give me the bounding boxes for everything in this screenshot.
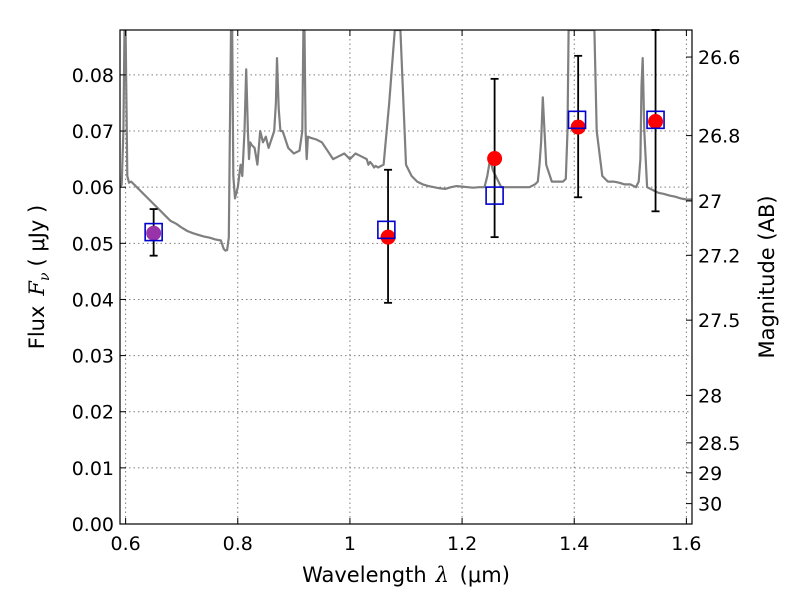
y-tick-label: 0.02 <box>72 402 114 424</box>
y-tick-label: 0.07 <box>72 121 114 143</box>
model-photometry-square <box>144 222 163 242</box>
x-axis-symbol: λ <box>435 563 449 587</box>
observed-point <box>380 229 396 245</box>
y-tick-label: 0.05 <box>72 233 114 255</box>
x-axis-unit: μm <box>468 563 502 587</box>
model-photometry-square <box>567 110 587 130</box>
y-tick-label: 0.06 <box>72 177 114 199</box>
y-axis-subscript: ν <box>37 272 53 281</box>
observed-point <box>648 114 664 130</box>
y-tick-label: 0.03 <box>72 346 114 368</box>
y2-tick-label: 26.6 <box>698 47 740 69</box>
y2-tick-label: 27 <box>698 191 722 213</box>
model-photometry-square <box>646 110 665 130</box>
plot-area <box>120 29 692 304</box>
x-tick-label: 0.8 <box>223 533 253 555</box>
y-tick-label: 0.01 <box>72 458 114 480</box>
axes: 0.6 0.8 1 1.2 1.4 1.6 0.00 0.01 0.02 0.03 0.04 0.05… <box>72 30 740 555</box>
y-axis-symbol: F <box>25 280 49 297</box>
y2-tick-label: 30 <box>698 494 722 516</box>
x-axis-label: Wavelength λ (μm) <box>302 563 510 587</box>
y-tick-label: 0.00 <box>72 514 114 536</box>
y-axis-label-text: Flux <box>25 306 49 350</box>
y2-axis-label: Magnitude (AB) <box>755 195 779 358</box>
model-spectrum-line <box>120 30 692 252</box>
x-axis-label-text: Wavelength <box>302 563 427 587</box>
y2-tick-label: 26.8 <box>698 126 740 148</box>
y-tick-label: 0.04 <box>72 289 114 311</box>
y2-tick-label: 27.2 <box>698 245 740 267</box>
observed-point <box>487 151 503 167</box>
model-photometry-square <box>377 220 396 240</box>
x-tick-label: 1.4 <box>559 533 589 555</box>
y-axis-label: FluxFν( μJy ) <box>25 205 53 349</box>
grid <box>120 30 692 525</box>
model-photometry-square <box>485 186 504 205</box>
y-tick-label: 0.08 <box>72 65 114 87</box>
x-tick-label: 1.6 <box>671 533 701 555</box>
y2-tick-label: 28.5 <box>698 433 740 455</box>
observed-point <box>570 119 586 135</box>
x-tick-label: 1.2 <box>447 533 477 555</box>
x-tick-label: 1 <box>344 533 356 555</box>
y2-tick-label: 28 <box>698 385 722 407</box>
plot-frame <box>119 29 693 525</box>
y2-tick-label: 29 <box>698 463 722 485</box>
y-axis-unit: μJy <box>25 220 49 252</box>
x-tick-label: 0.6 <box>110 533 140 555</box>
observed-point <box>146 225 162 241</box>
y2-tick-label: 27.5 <box>698 310 740 332</box>
